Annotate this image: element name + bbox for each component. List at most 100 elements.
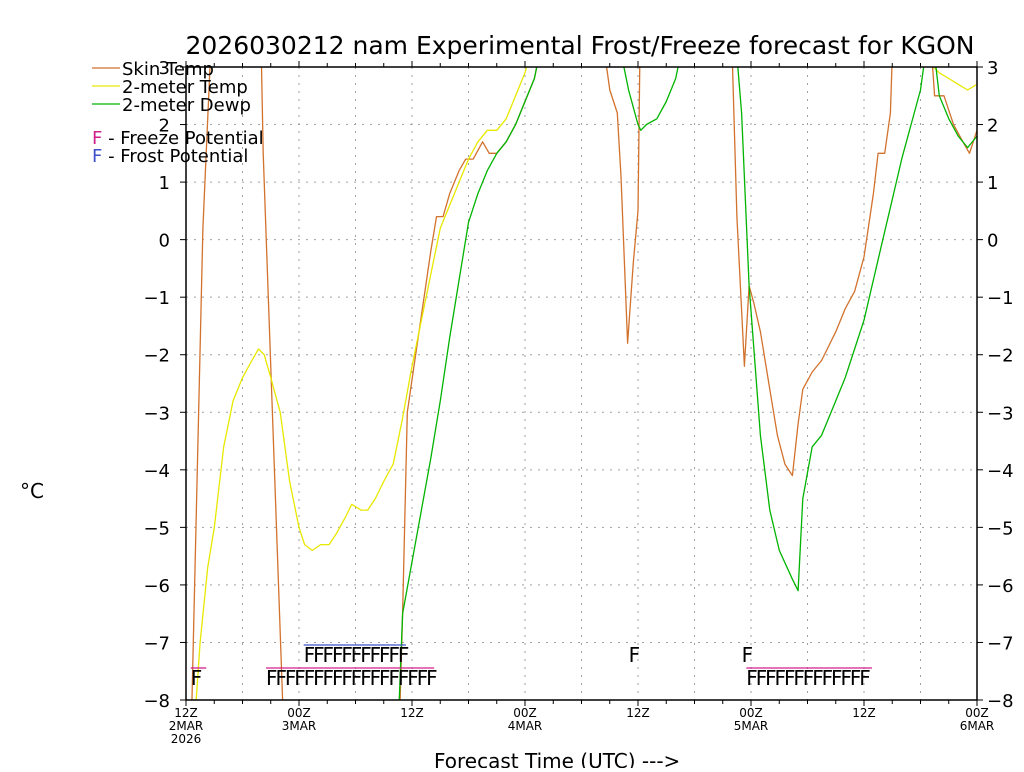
series-line-2-meter-temp xyxy=(195,67,977,700)
frost-mark: F xyxy=(398,643,410,667)
y-tick-label-left: −1 xyxy=(143,288,170,309)
freeze-mark: F xyxy=(370,666,382,690)
freeze-mark: F xyxy=(407,666,419,690)
y-tick-label-left: −5 xyxy=(143,518,170,539)
frost-mark: F xyxy=(304,643,316,667)
x-tick-label-hour: 00Z xyxy=(739,706,763,720)
freeze-mark: F xyxy=(398,666,410,690)
y-tick-label-right: 3 xyxy=(987,58,998,79)
freeze-mark: F xyxy=(285,666,297,690)
freeze-mark: F xyxy=(746,666,758,690)
frost-mark: F xyxy=(323,643,335,667)
series-line-2-meter-dewp xyxy=(398,67,977,700)
freeze-mark: F xyxy=(379,666,391,690)
y-tick-label-left: −7 xyxy=(143,633,170,654)
y-axis-ticks: −8 −8 −7 −7 −6 −6 −5 −5 −4 −4 −3 −3 −2 −2 −1 −1 0 0 1 1 2 2 3 3 xyxy=(143,58,1013,712)
freeze-mark: F xyxy=(803,666,815,690)
freeze-mark: F xyxy=(294,666,306,690)
freeze-mark: F xyxy=(765,666,777,690)
freeze-mark: F xyxy=(341,666,353,690)
y-tick-label-left: −2 xyxy=(143,346,170,367)
legend-freeze-potential: F - Freeze Potential xyxy=(92,128,264,149)
y-tick-label-right: −2 xyxy=(987,346,1014,367)
freeze-mark: F xyxy=(275,666,287,690)
freeze-mark: F xyxy=(793,666,805,690)
x-tick-label-date: 2MAR xyxy=(169,719,204,733)
freeze-mark: F xyxy=(417,666,429,690)
x-tick-label-date: 6MAR xyxy=(960,719,995,733)
freeze-mark: F xyxy=(323,666,335,690)
freeze-mark: F xyxy=(266,666,278,690)
freeze-mark: F xyxy=(840,666,852,690)
freeze-mark: F xyxy=(426,666,438,690)
plot-frame xyxy=(185,66,978,701)
x-tick-label-hour: 12Z xyxy=(174,706,198,720)
x-tick-label-hour: 12Z xyxy=(400,706,424,720)
y-tick-label-right: 2 xyxy=(987,116,998,137)
legend-frost-potential: F - Frost Potential xyxy=(92,146,248,167)
legend: Skin Temp 2-meter Temp 2-meter Dewp F - … xyxy=(92,59,264,167)
frost-mark: F xyxy=(313,643,325,667)
freeze-mark: F xyxy=(859,666,871,690)
freeze-mark: F xyxy=(812,666,824,690)
grid-lines xyxy=(186,67,977,700)
frost-mark: F xyxy=(332,643,344,667)
frost-mark: F xyxy=(379,643,391,667)
y-tick-label-right: −8 xyxy=(987,691,1014,712)
legend-freeze-text: - Freeze Potential xyxy=(102,128,263,149)
freeze-mark: F xyxy=(822,666,834,690)
y-axis-label: °C xyxy=(20,479,44,503)
chart-title: 2026030212 nam Experimental Frost/Freeze… xyxy=(186,31,975,60)
legend-freeze-letter: F xyxy=(92,128,102,149)
freeze-mark: F xyxy=(388,666,400,690)
y-tick-label-right: −3 xyxy=(987,403,1014,424)
series-lines xyxy=(191,67,977,700)
y-tick-label-right: 1 xyxy=(987,173,998,194)
y-tick-label-left: 3 xyxy=(159,58,170,79)
legend-label-2m-temp: 2-meter Temp xyxy=(122,77,248,98)
x-tick-label-hour: 00Z xyxy=(513,706,537,720)
x-tick-label-hour: 00Z xyxy=(287,706,311,720)
y-tick-label-left: −3 xyxy=(143,403,170,424)
y-tick-label-right: −5 xyxy=(987,518,1014,539)
frost-mark: F xyxy=(360,643,372,667)
legend-label-skin-temp: Skin Temp xyxy=(122,59,214,80)
y-tick-label-right: −7 xyxy=(987,633,1014,654)
x-tick-label-year: 2026 xyxy=(171,732,202,746)
y-tick-label-left: 0 xyxy=(159,231,170,252)
freeze-mark: F xyxy=(756,666,768,690)
frost-mark: F xyxy=(388,643,400,667)
freeze-mark: F xyxy=(360,666,372,690)
freeze-mark: F xyxy=(191,666,203,690)
y-tick-label-right: 0 xyxy=(987,231,998,252)
y-tick-label-right: −1 xyxy=(987,288,1014,309)
y-tick-label-right: −6 xyxy=(987,576,1014,597)
x-tick-label-date: 5MAR xyxy=(734,719,769,733)
frost-mark: F xyxy=(341,643,353,667)
frost-mark: F xyxy=(629,643,641,667)
freeze-mark: F xyxy=(784,666,796,690)
legend-label-2m-dewp: 2-meter Dewp xyxy=(122,95,251,116)
freeze-mark: F xyxy=(351,666,363,690)
freeze-mark: F xyxy=(831,666,843,690)
x-tick-label-date: 3MAR xyxy=(282,719,317,733)
y-tick-label-left: −6 xyxy=(143,576,170,597)
freeze-mark: F xyxy=(775,666,787,690)
legend-frost-text: - Frost Potential xyxy=(102,146,248,167)
y-tick-label-left: 2 xyxy=(159,116,170,137)
y-tick-label-left: −8 xyxy=(143,691,170,712)
series-line-skin-temp xyxy=(191,67,977,700)
frost-mark: F xyxy=(351,643,363,667)
y-tick-label-left: −4 xyxy=(143,461,170,482)
x-axis-label: Forecast Time (UTC) ---> xyxy=(434,749,680,768)
x-tick-label-hour: 00Z xyxy=(965,706,989,720)
freeze-mark: F xyxy=(304,666,316,690)
y-tick-label-left: 1 xyxy=(159,173,170,194)
frost-mark: F xyxy=(370,643,382,667)
x-tick-label-hour: 12Z xyxy=(852,706,876,720)
freeze-mark: F xyxy=(313,666,325,690)
frost-mark: F xyxy=(742,643,754,667)
legend-frost-letter: F xyxy=(92,146,102,167)
